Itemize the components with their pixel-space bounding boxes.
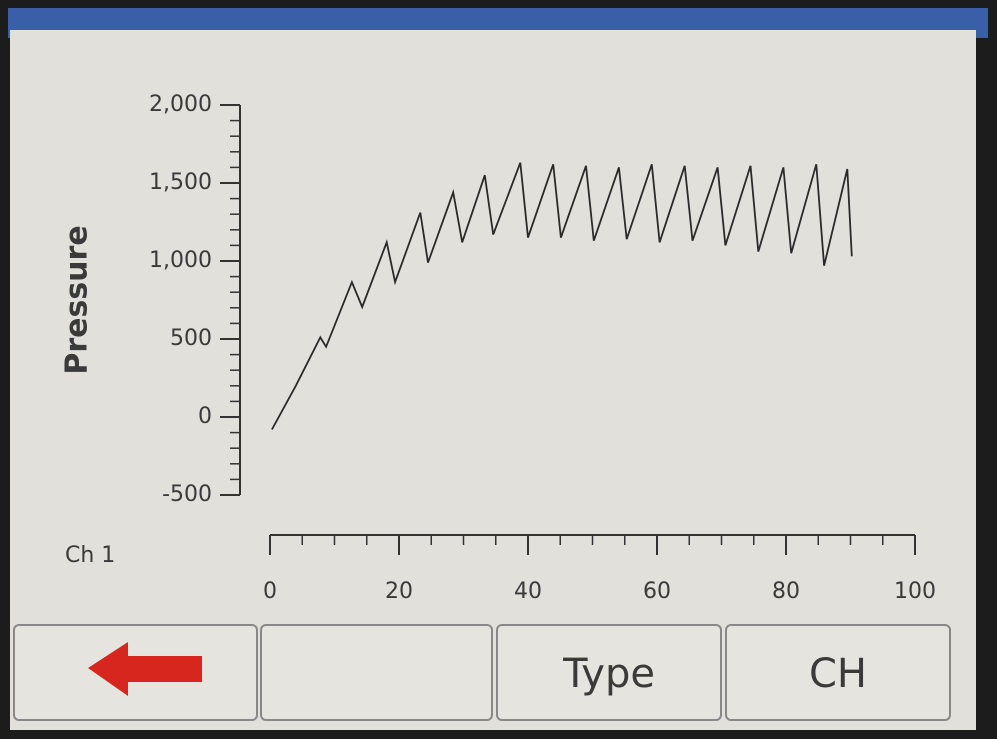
x-tick-label: 20: [385, 579, 413, 604]
display: [10, 30, 976, 730]
x-tick-label: 40: [514, 579, 542, 604]
y-tick-label: 0: [198, 404, 212, 429]
back-arrow-icon: [88, 642, 202, 696]
channel-label: Ch 1: [65, 543, 115, 568]
x-tick-label: 60: [643, 579, 671, 604]
type-button[interactable]: [496, 624, 722, 721]
y-axis-label: Pressure: [60, 225, 95, 374]
ch-button[interactable]: [725, 624, 951, 721]
x-tick-label: 80: [772, 579, 800, 604]
x-tick-label: 0: [263, 579, 277, 604]
type-button-label: Type: [562, 651, 655, 697]
y-tick-label: -500: [162, 482, 212, 507]
y-tick-label: 500: [170, 326, 212, 351]
y-tick-label: 1,000: [149, 248, 212, 273]
empty-button[interactable]: [260, 624, 493, 721]
y-tick-label: 2,000: [149, 92, 212, 117]
pressure-line: [271, 162, 853, 430]
ch-button-label: CH: [809, 651, 867, 697]
y-tick-label: 1,500: [149, 170, 212, 195]
x-tick-label: 100: [894, 579, 936, 604]
buttons: Type CH: [13, 624, 951, 721]
